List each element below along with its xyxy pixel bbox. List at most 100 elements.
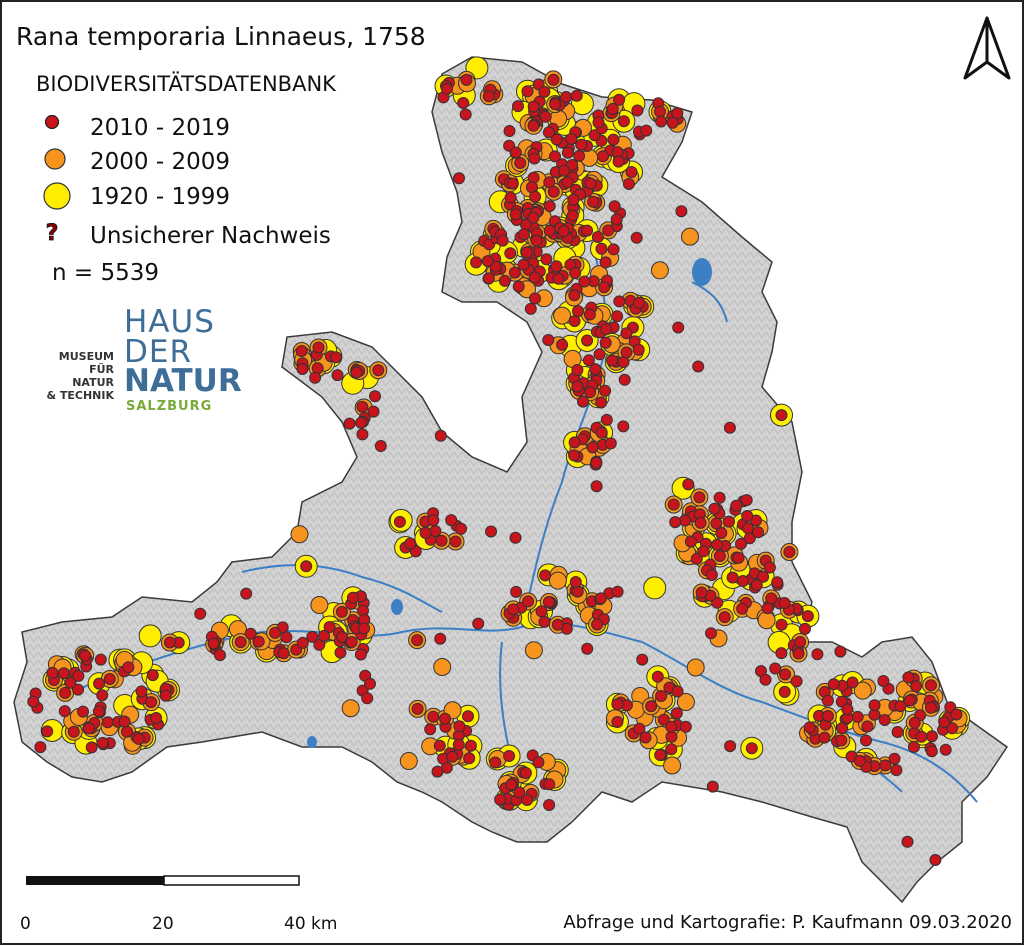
- occurrence-point: [903, 694, 916, 707]
- credit-text: Abfrage und Kartografie: P. Kaufmann 09.…: [563, 912, 1012, 933]
- occurrence-point: [611, 310, 624, 323]
- occurrence-point: [364, 677, 376, 690]
- occurrence-point: [529, 292, 541, 305]
- occurrence-point: [341, 699, 360, 718]
- occurrence-point: [663, 756, 682, 775]
- occurrence-point: [589, 363, 602, 376]
- map-subtitle: BIODIVERSITÄTSDATENBANK: [36, 72, 336, 96]
- occurrence-point: [527, 119, 540, 132]
- occurrence-point: [775, 618, 788, 631]
- occurrence-point: [521, 85, 534, 98]
- occurrence-point: [938, 716, 951, 729]
- occurrence-point: [592, 116, 605, 129]
- occurrence-point: [551, 618, 564, 631]
- occurrence-point: [433, 658, 452, 676]
- occurrence-point: [894, 700, 907, 713]
- occurrence-point: [517, 228, 530, 241]
- occurrence-point: [446, 750, 459, 763]
- occurrence-point: [543, 200, 556, 213]
- occurrence-point: [569, 576, 582, 588]
- occurrence-point: [730, 499, 743, 512]
- occurrence-point: [597, 150, 609, 163]
- occurrence-point: [803, 721, 816, 734]
- occurrence-point: [599, 256, 612, 269]
- occurrence-point: [568, 449, 581, 462]
- legend-item-1920-1999: 1920 - 1999: [42, 181, 230, 213]
- occurrence-point: [631, 104, 644, 117]
- occurrence-point: [569, 267, 582, 279]
- occurrence-point: [606, 354, 619, 367]
- occurrence-point: [122, 661, 135, 674]
- occurrence-point: [736, 602, 749, 615]
- occurrence-point: [429, 525, 442, 538]
- occurrence-point: [594, 592, 607, 605]
- north-arrow-icon: [963, 16, 1011, 80]
- legend-label: Unsicherer Nachweis: [90, 223, 331, 249]
- occurrence-point: [504, 247, 517, 260]
- occurrence-point: [715, 527, 728, 539]
- occurrence-point: [509, 531, 522, 544]
- occurrence-point: [513, 786, 526, 799]
- occurrence-point: [759, 673, 772, 686]
- occurrence-point: [310, 596, 329, 614]
- occurrence-point: [713, 550, 726, 562]
- occurrence-point: [519, 767, 532, 779]
- occurrence-point: [571, 364, 584, 376]
- logo-natur: NATUR: [124, 363, 242, 399]
- occurrence-point: [59, 686, 72, 699]
- occurrence-point: [399, 752, 418, 770]
- map-title: Rana temporaria Linnaeus, 1758: [16, 22, 426, 51]
- occurrence-point: [775, 647, 788, 660]
- occurrence-point: [345, 636, 358, 648]
- occurrence-point: [581, 224, 594, 237]
- occurrence-point: [591, 231, 604, 243]
- scale-bar: [26, 875, 300, 886]
- occurrence-point: [528, 271, 541, 284]
- occurrence-point: [557, 225, 570, 238]
- logo-museum-text: MUSEUM FÜR NATUR & TECHNIK: [46, 350, 114, 402]
- occurrence-point: [835, 734, 848, 747]
- occurrence-point: [669, 516, 682, 529]
- occurrence-point: [457, 97, 470, 109]
- legend-label: 2010 - 2019: [90, 115, 230, 141]
- occurrence-point: [587, 195, 600, 208]
- occurrence-point: [548, 571, 567, 590]
- occurrence-point: [361, 692, 374, 705]
- occurrence-point: [853, 754, 866, 767]
- occurrence-point: [654, 105, 666, 118]
- occurrence-point: [27, 695, 40, 708]
- occurrence-point: [571, 380, 584, 393]
- occurrence-point: [650, 261, 669, 280]
- occurrence-point: [775, 409, 788, 422]
- occurrence-point: [697, 545, 710, 558]
- occurrence-point: [617, 420, 630, 433]
- occurrence-point: [657, 713, 670, 726]
- occurrence-point: [598, 281, 611, 294]
- occurrence-point: [924, 701, 937, 714]
- occurrence-point: [711, 538, 724, 551]
- occurrence-point: [540, 253, 553, 266]
- occurrence-point: [101, 716, 114, 729]
- occurrence-point: [740, 494, 753, 507]
- occurrence-point: [581, 642, 594, 655]
- occurrence-point: [449, 535, 462, 548]
- occurrence-point: [482, 90, 495, 103]
- occurrence-point: [460, 73, 473, 86]
- occurrence-point: [528, 152, 541, 165]
- occurrence-point: [552, 272, 565, 285]
- occurrence-point: [792, 647, 805, 660]
- occurrence-point: [79, 649, 92, 662]
- occurrence-point: [358, 622, 371, 635]
- occurrence-point: [306, 630, 319, 643]
- occurrence-point: [684, 535, 697, 548]
- occurrence-point: [93, 677, 106, 690]
- occurrence-point: [103, 673, 116, 685]
- occurrence-point: [577, 395, 589, 408]
- occurrence-point: [633, 296, 646, 309]
- occurrence-point: [745, 742, 758, 755]
- occurrence-point: [252, 635, 265, 648]
- occurrence-point: [524, 641, 543, 660]
- occurrence-point: [578, 275, 591, 288]
- occurrence-point: [925, 679, 937, 692]
